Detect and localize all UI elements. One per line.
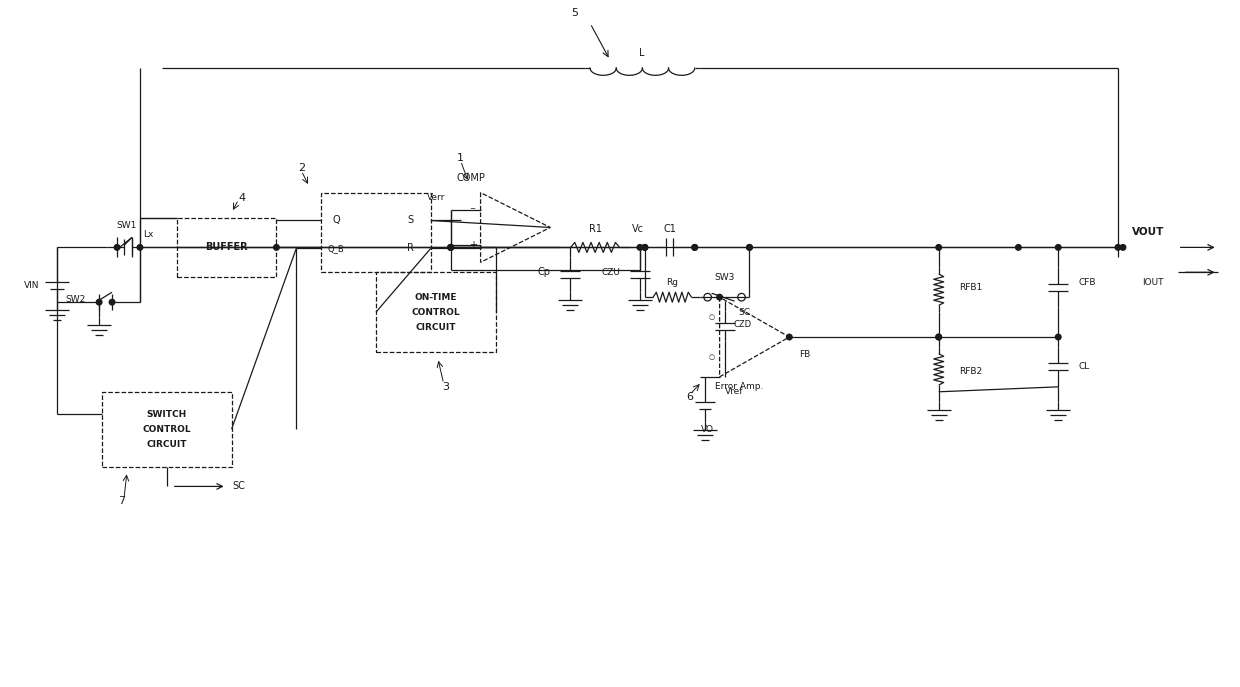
Text: SW2: SW2: [64, 295, 86, 304]
Text: CIRCUIT: CIRCUIT: [146, 440, 187, 449]
Circle shape: [1120, 245, 1126, 250]
Circle shape: [637, 245, 642, 250]
Text: 3: 3: [443, 382, 449, 392]
Bar: [321, 192, 430, 272]
Text: Lx: Lx: [143, 230, 153, 239]
Text: R1: R1: [589, 225, 601, 234]
Text: CONTROL: CONTROL: [143, 425, 191, 433]
Circle shape: [692, 245, 697, 250]
Text: Cp: Cp: [537, 267, 551, 278]
Text: CIRCUIT: CIRCUIT: [415, 323, 456, 332]
Text: VIN: VIN: [24, 281, 40, 290]
Text: SC: SC: [232, 482, 246, 491]
Circle shape: [448, 245, 454, 250]
Circle shape: [448, 245, 454, 250]
Circle shape: [642, 245, 647, 250]
Text: 2: 2: [298, 163, 305, 172]
Circle shape: [717, 295, 723, 300]
Circle shape: [97, 300, 102, 305]
Text: SC: SC: [739, 308, 750, 317]
Circle shape: [746, 245, 753, 250]
Text: Vc: Vc: [632, 225, 644, 234]
Bar: [102, 392, 232, 466]
Circle shape: [1016, 245, 1022, 250]
Text: RFB2: RFB2: [959, 368, 982, 376]
Text: L: L: [639, 48, 645, 58]
Text: Q: Q: [332, 216, 340, 225]
Text: C1: C1: [663, 225, 676, 234]
Text: ─: ─: [470, 207, 475, 212]
Bar: [376, 272, 496, 352]
Text: +: +: [469, 240, 476, 250]
Text: CONTROL: CONTROL: [412, 308, 460, 317]
Text: SW3: SW3: [714, 273, 735, 282]
Text: COMP: COMP: [456, 172, 485, 183]
Text: CZU: CZU: [601, 268, 620, 277]
Text: 6: 6: [686, 392, 693, 402]
Text: SWITCH: SWITCH: [146, 409, 187, 418]
Text: Q_B: Q_B: [327, 244, 345, 253]
Text: BUFFER: BUFFER: [206, 243, 248, 252]
Circle shape: [138, 245, 143, 250]
Text: IOUT: IOUT: [1142, 278, 1163, 286]
Circle shape: [109, 300, 115, 305]
Circle shape: [936, 335, 941, 340]
Circle shape: [642, 245, 647, 250]
Circle shape: [786, 335, 792, 340]
Circle shape: [746, 245, 753, 250]
Circle shape: [274, 245, 279, 250]
Circle shape: [1055, 245, 1061, 250]
Text: S: S: [408, 216, 414, 225]
Circle shape: [1115, 245, 1121, 250]
Text: 5: 5: [572, 8, 579, 19]
Text: FB: FB: [799, 350, 810, 359]
Text: Error Amp.: Error Amp.: [715, 383, 764, 392]
Text: ON-TIME: ON-TIME: [414, 293, 458, 302]
Text: VO: VO: [701, 425, 714, 434]
Circle shape: [1055, 335, 1061, 340]
Text: Vref: Vref: [725, 387, 744, 396]
Text: 4: 4: [238, 192, 246, 203]
Text: R: R: [408, 243, 414, 254]
Text: CL: CL: [1078, 363, 1090, 372]
Circle shape: [936, 335, 941, 340]
Text: 7: 7: [119, 497, 125, 506]
Text: VOUT: VOUT: [1132, 227, 1164, 238]
Text: Rg: Rg: [666, 278, 678, 286]
Circle shape: [114, 245, 120, 250]
Text: 1: 1: [458, 153, 464, 163]
Text: CFB: CFB: [1078, 278, 1096, 286]
Circle shape: [448, 245, 454, 250]
Text: Verr: Verr: [428, 193, 445, 202]
Text: ○: ○: [708, 354, 714, 360]
Circle shape: [936, 245, 941, 250]
Bar: [177, 218, 277, 278]
Text: SW1: SW1: [117, 221, 138, 230]
Text: ○: ○: [708, 314, 714, 320]
Text: CZD: CZD: [733, 319, 751, 328]
Circle shape: [692, 245, 697, 250]
Text: RFB1: RFB1: [959, 283, 982, 292]
